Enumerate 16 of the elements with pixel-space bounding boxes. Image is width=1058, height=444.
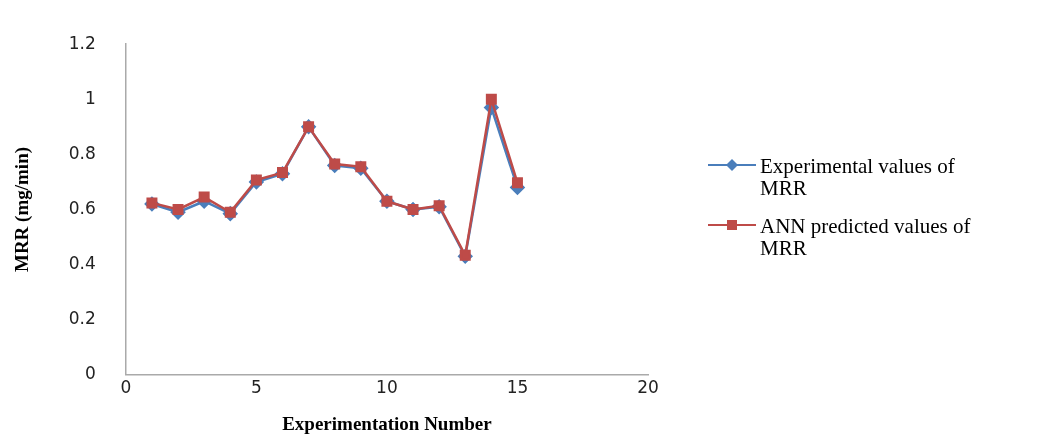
x-tick-label: 0: [120, 377, 132, 398]
x-tick-label: 5: [250, 377, 262, 398]
x-axis-title: Experimentation Number: [282, 412, 493, 434]
x-tick-label: 15: [506, 377, 529, 398]
y-tick-label: 0.4: [68, 253, 96, 274]
y-axis-title: MRR (mg/min): [11, 146, 34, 273]
legend-label: ANN predicted values of MRR: [760, 214, 972, 260]
y-tick-label: 1: [85, 87, 96, 108]
legend-label: Experimental values of MRR: [760, 154, 956, 200]
y-tick-label: 0.2: [68, 308, 96, 329]
x-tick-label: 10: [376, 377, 398, 398]
y-tick-label: 1.2: [68, 32, 96, 53]
y-tick-label: 0.8: [68, 142, 96, 163]
y-tick-label: 0: [85, 363, 96, 384]
x-tick-label: 20: [637, 377, 659, 398]
y-tick-label: 0.6: [68, 197, 96, 218]
